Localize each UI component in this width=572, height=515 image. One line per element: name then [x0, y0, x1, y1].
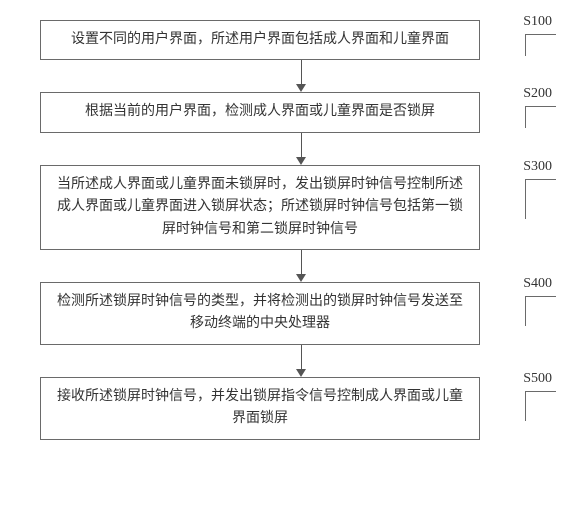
leader-tick: [526, 391, 556, 392]
flow-step: 接收所述锁屏时钟信号，并发出锁屏指令信号控制成人界面或儿童界面锁屏S500: [10, 377, 562, 440]
arrow-head-icon: [296, 157, 306, 165]
step-label-wrap: S200: [480, 92, 562, 132]
leader-tick: [526, 34, 556, 35]
step-label-wrap: S300: [480, 165, 562, 250]
flow-box: 设置不同的用户界面，所述用户界面包括成人界面和儿童界面: [40, 20, 480, 60]
step-label-wrap: S100: [480, 20, 562, 60]
step-id-label: S400: [523, 276, 552, 292]
flowchart-container: 设置不同的用户界面，所述用户界面包括成人界面和儿童界面S100根据当前的用户界面…: [10, 20, 562, 440]
flow-arrow: [81, 345, 521, 377]
flow-arrow: [81, 133, 521, 165]
leader-tick: [526, 106, 556, 107]
arrow-line: [301, 133, 302, 157]
step-label-wrap: S500: [480, 377, 562, 440]
step-id-label: S500: [523, 371, 552, 387]
flow-box: 当所述成人界面或儿童界面未锁屏时，发出锁屏时钟信号控制所述成人界面或儿童界面进入…: [40, 165, 480, 250]
arrow-head-icon: [296, 84, 306, 92]
flow-arrow: [81, 250, 521, 282]
flow-arrow: [81, 60, 521, 92]
flow-step: 当所述成人界面或儿童界面未锁屏时，发出锁屏时钟信号控制所述成人界面或儿童界面进入…: [10, 165, 562, 250]
leader-tick: [526, 179, 556, 180]
step-id-label: S300: [523, 159, 552, 175]
flow-box: 检测所述锁屏时钟信号的类型，并将检测出的锁屏时钟信号发送至移动终端的中央处理器: [40, 282, 480, 345]
leader-line: [525, 34, 526, 56]
arrow-line: [301, 345, 302, 369]
flow-box: 根据当前的用户界面，检测成人界面或儿童界面是否锁屏: [40, 92, 480, 132]
flow-step: 根据当前的用户界面，检测成人界面或儿童界面是否锁屏S200: [10, 92, 562, 132]
arrow-line: [301, 60, 302, 84]
step-id-label: S200: [523, 86, 552, 102]
leader-line: [525, 391, 526, 421]
flow-step: 设置不同的用户界面，所述用户界面包括成人界面和儿童界面S100: [10, 20, 562, 60]
step-id-label: S100: [523, 14, 552, 30]
leader-tick: [526, 296, 556, 297]
leader-line: [525, 179, 526, 219]
leader-line: [525, 106, 526, 128]
step-label-wrap: S400: [480, 282, 562, 345]
leader-line: [525, 296, 526, 326]
arrow-head-icon: [296, 274, 306, 282]
arrow-line: [301, 250, 302, 274]
flow-box: 接收所述锁屏时钟信号，并发出锁屏指令信号控制成人界面或儿童界面锁屏: [40, 377, 480, 440]
flow-step: 检测所述锁屏时钟信号的类型，并将检测出的锁屏时钟信号发送至移动终端的中央处理器S…: [10, 282, 562, 345]
arrow-head-icon: [296, 369, 306, 377]
